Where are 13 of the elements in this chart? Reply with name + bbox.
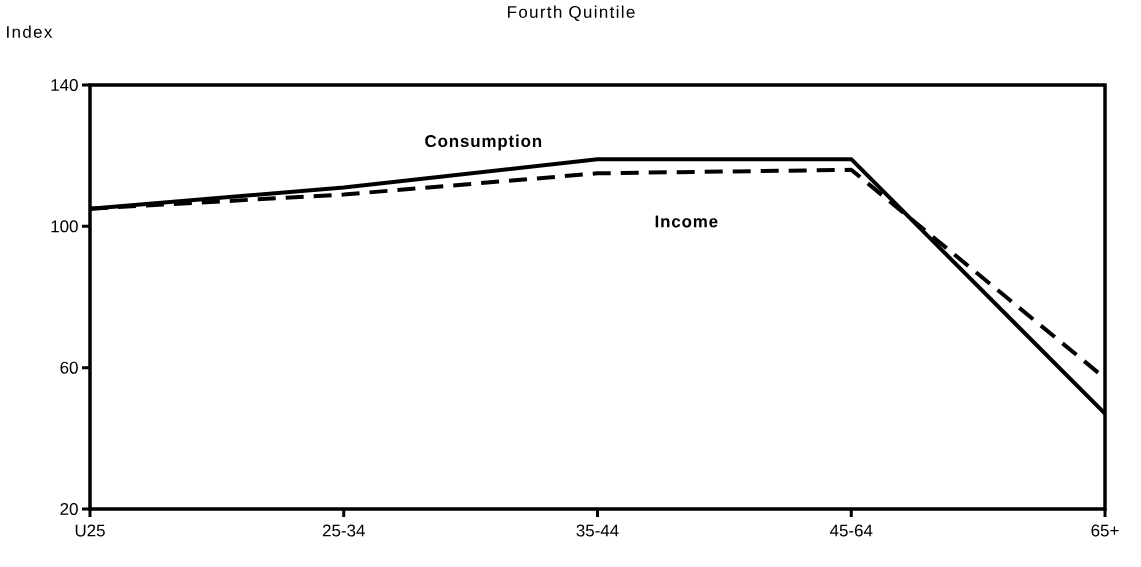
y-tick-label: 60 [60, 361, 78, 374]
series-label: Consumption [425, 134, 542, 151]
x-tick-label: 25-34 [322, 524, 365, 537]
chart-title: Fourth Quintile [508, 5, 635, 21]
y-axis-title: Index [7, 25, 53, 38]
y-tick-label: 100 [51, 220, 78, 233]
text: Income [655, 215, 718, 228]
x-tick-label: U25 [75, 524, 105, 537]
x-tick-label: 35-44 [576, 524, 619, 537]
x-tick-label: 45-64 [829, 524, 873, 537]
x-tick-label: 65+ [1091, 524, 1119, 537]
y-tick-label: 140 [51, 79, 78, 91]
y-tick-label: 20 [60, 503, 78, 515]
